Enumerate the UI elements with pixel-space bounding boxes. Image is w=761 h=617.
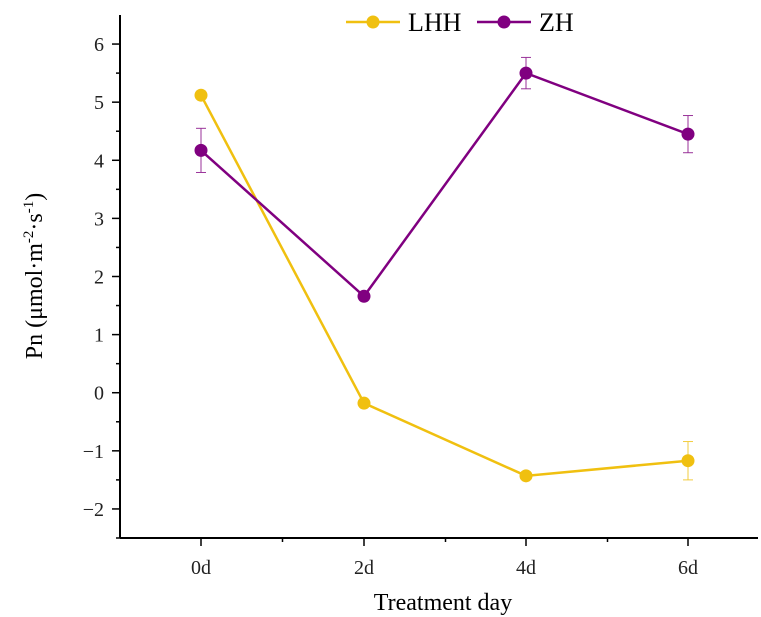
y-tick-label: 5 bbox=[94, 92, 104, 114]
series-layer bbox=[194, 56, 695, 483]
y-axis-title-mid: ·s bbox=[22, 213, 48, 230]
data-point-zh bbox=[681, 127, 695, 141]
y-axis: −2 −1 0 1 2 3 4 5 6 bbox=[83, 15, 121, 539]
series-line-zh bbox=[200, 71, 689, 299]
x-tick-label: 4d bbox=[516, 557, 536, 579]
legend-item-lhh: LHH bbox=[346, 8, 462, 37]
y-axis-title-base: Pn (μmol·m bbox=[22, 243, 48, 360]
y-tick-label: 2 bbox=[94, 267, 104, 289]
x-tick-label: 2d bbox=[354, 557, 374, 579]
y-axis-title-sup1: -2 bbox=[21, 231, 37, 244]
x-axis: 0d 2d 4d 6d bbox=[120, 537, 758, 579]
y-axis-title-sup2: -1 bbox=[21, 201, 37, 214]
y-tick-label: −2 bbox=[83, 499, 104, 521]
y-tick-label: −1 bbox=[83, 441, 104, 463]
data-point-zh bbox=[519, 66, 533, 80]
legend-item-zh: ZH bbox=[477, 8, 574, 37]
legend: LHH ZH bbox=[346, 8, 574, 37]
legend-marker-zh bbox=[497, 15, 511, 29]
y-tick-label: 1 bbox=[94, 325, 104, 347]
series-lhh bbox=[194, 88, 695, 483]
data-point-lhh bbox=[681, 454, 695, 468]
legend-label-lhh: LHH bbox=[408, 8, 462, 37]
data-point-lhh bbox=[357, 396, 371, 410]
data-point-zh bbox=[194, 143, 208, 157]
series-line-lhh bbox=[199, 94, 689, 478]
data-point-lhh bbox=[194, 88, 208, 102]
y-tick-label: 6 bbox=[94, 34, 104, 56]
x-tick-label: 6d bbox=[678, 557, 698, 579]
legend-label-zh: ZH bbox=[539, 8, 574, 37]
y-tick-label: 0 bbox=[94, 383, 104, 405]
series-zh bbox=[194, 56, 695, 303]
y-tick-label: 4 bbox=[94, 150, 104, 172]
data-point-lhh bbox=[519, 469, 533, 483]
legend-marker-lhh bbox=[366, 15, 380, 29]
y-tick-label: 3 bbox=[94, 208, 104, 230]
y-axis-title: Pn (μmol·m-2·s-1) bbox=[21, 193, 48, 360]
x-axis-title: Treatment day bbox=[374, 590, 512, 616]
y-axis-title-end: ) bbox=[22, 193, 48, 201]
data-point-zh bbox=[357, 289, 371, 303]
x-tick-label: 0d bbox=[191, 557, 211, 579]
